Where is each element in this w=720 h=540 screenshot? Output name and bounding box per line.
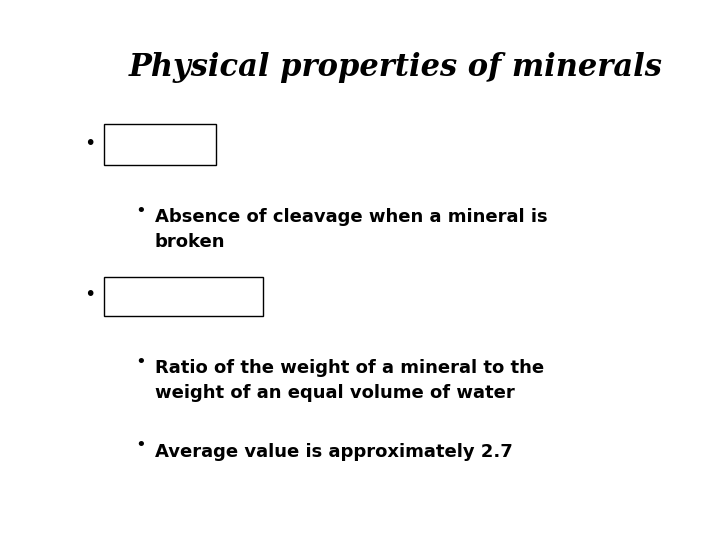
Text: •: •	[135, 436, 145, 455]
Text: •: •	[135, 201, 145, 220]
Text: Physical properties of minerals: Physical properties of minerals	[129, 52, 663, 83]
Bar	[104, 277, 263, 316]
Text: •: •	[84, 285, 96, 304]
Text: Absence of cleavage when a mineral is
broken: Absence of cleavage when a mineral is br…	[155, 208, 547, 251]
Text: Ratio of the weight of a mineral to the
weight of an equal volume of water: Ratio of the weight of a mineral to the …	[155, 359, 544, 402]
Text: •: •	[135, 353, 145, 371]
Text: •: •	[84, 133, 96, 153]
Text: Average value is approximately 2.7: Average value is approximately 2.7	[155, 443, 513, 461]
Bar	[104, 124, 216, 165]
